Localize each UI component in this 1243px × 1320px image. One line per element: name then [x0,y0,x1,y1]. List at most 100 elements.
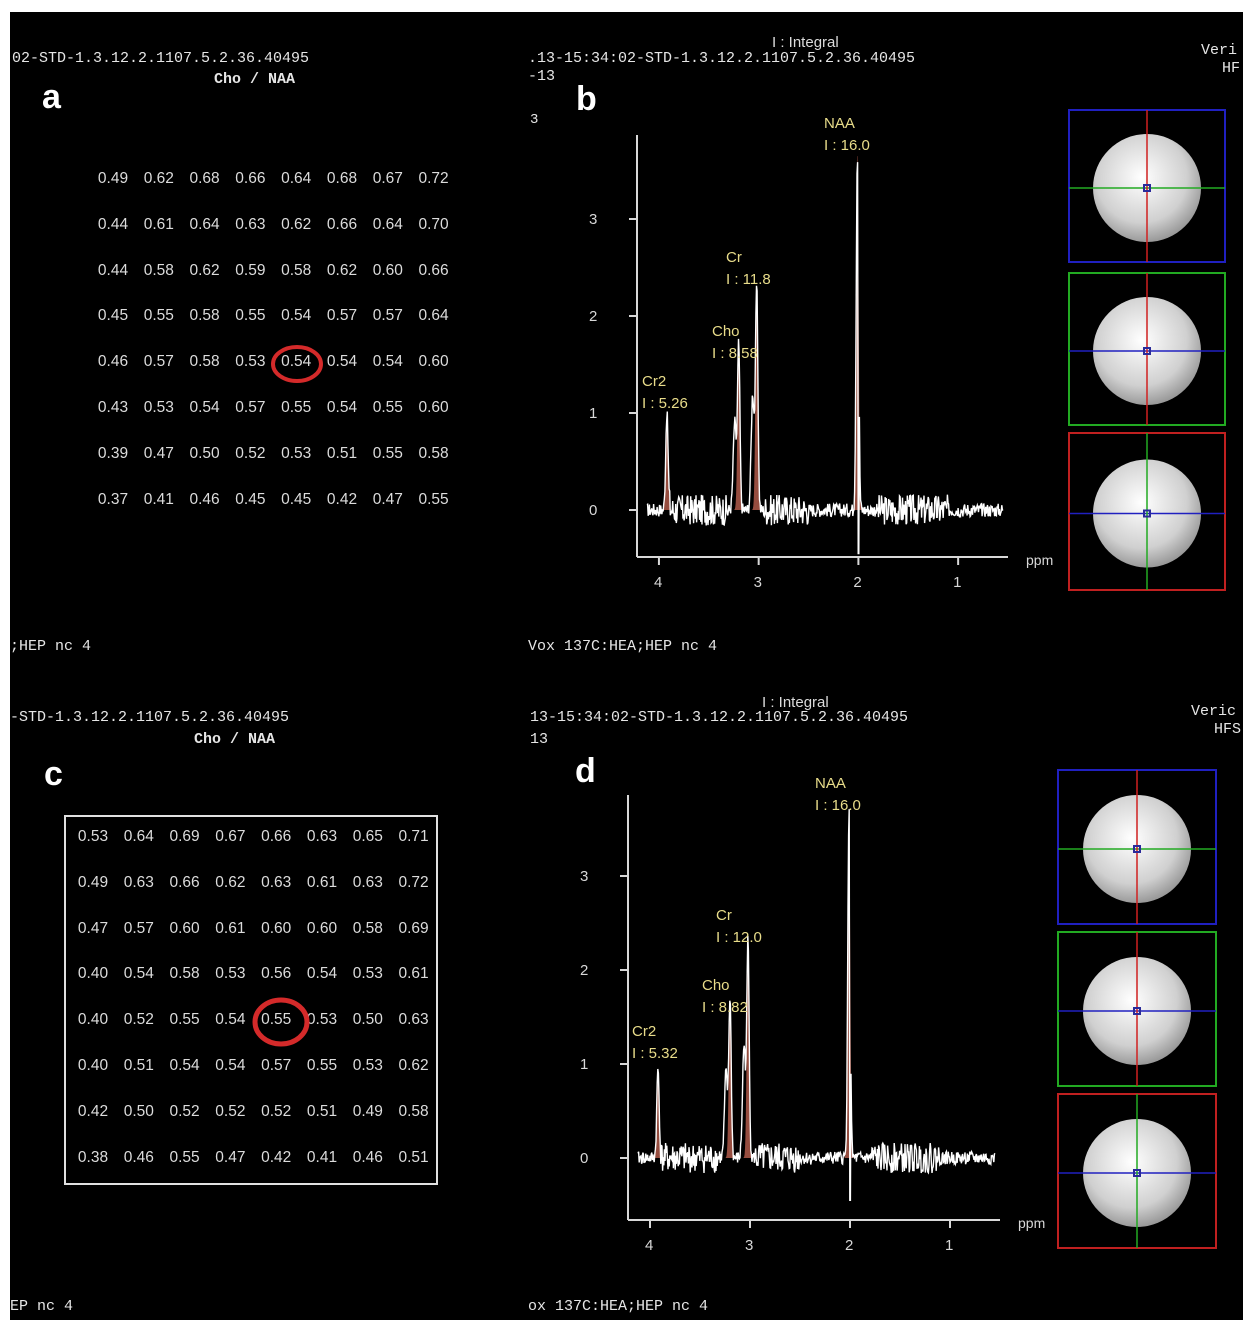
grid-cell: 0.46 [352,1148,383,1166]
peak-label-cr: Cr [726,249,742,266]
panel-d-header: 13-15:34:02-STD-1.3.12.2.1107.5.2.36.404… [530,709,909,726]
grid-cell: 0.63 [352,873,383,891]
grid-cell: 0.58 [189,353,220,371]
panel-b-right-text-2: HF [1222,60,1241,77]
grid-cell: 0.58 [189,307,220,325]
voxel-marker [1143,347,1151,355]
grid-cell: 0.60 [261,919,292,937]
grid-cell: 0.72 [398,873,429,891]
peak-fill-cr [751,290,762,510]
grid-cell: 0.57 [123,919,154,937]
grid-cell: 0.47 [372,490,403,508]
peak-label-cr2: Cr2 [632,1023,656,1040]
peak-label-naa: NAA [824,115,855,132]
peak-fill-cr2 [653,1069,663,1158]
grid-cell: 0.57 [261,1057,292,1074]
panel-d-integral-label: I : Integral [762,694,829,711]
panel-d-right-text-1: Veric [1191,703,1237,720]
grid-cell: 0.51 [326,444,358,462]
grid-cell: 0.54 [215,1057,246,1074]
panel-c-map-title: Cho / NAA [194,731,276,748]
spectrum-trace [646,162,1004,555]
grid-cell: 0.51 [398,1148,429,1166]
grid-cell: 0.59 [235,261,266,279]
peak-label-cho: Cho [712,323,740,340]
panel-d-footer: ox 137C:HEA;HEP nc 4 [528,1298,709,1315]
y-tick-label: 3 [589,211,597,228]
grid-cell: 0.42 [77,1102,109,1120]
grid-cell: 0.45 [97,307,129,325]
grid-cell: 0.60 [169,919,200,937]
grid-cell: 0.55 [281,399,312,416]
grid-cell: 0.60 [306,919,338,937]
grid-cell: 0.53 [143,399,174,416]
voxel-marker [1133,845,1141,853]
panel-d-header-2: 13 [530,731,549,748]
grid-cell: 0.58 [143,261,174,279]
panel-b-header-2: -13 [528,68,556,85]
grid-cell: 0.56 [261,965,292,983]
x-axis-unit: ppm [1018,1215,1045,1231]
grid-cell: 0.58 [281,261,312,279]
grid-cell: 0.42 [261,1148,292,1166]
peak-label-cho: Cho [702,977,730,994]
grid-cell: 0.52 [215,1102,246,1120]
peak-fill-cr [743,944,753,1158]
grid-cell: 0.60 [372,261,403,279]
grid-cell: 0.54 [215,1011,246,1029]
grid-cell: 0.54 [123,965,154,983]
peak-integral-naa: I : 16.0 [824,137,870,154]
panel-b-integral-label: I : Integral [772,34,839,51]
grid-cell: 0.41 [143,490,174,508]
y-tick-label: 0 [580,1150,588,1167]
grid-cell: 0.50 [123,1102,154,1120]
panel-b-corner-number: 3 [530,112,539,128]
peak-integral-cr: I : 12.0 [716,929,762,946]
panel-b-right-text-1: Veri [1201,42,1238,59]
grid-cell: 0.68 [189,170,220,187]
grid-cell: 0.40 [77,965,109,983]
grid-cell: 0.55 [372,399,403,416]
peak-integral-naa: I : 16.0 [815,797,861,814]
grid-cell: 0.64 [189,215,220,233]
grid-cell: 0.54 [372,353,403,371]
grid-cell: 0.44 [97,215,129,233]
grid-cell: 0.46 [189,490,220,508]
panel-b-footer: Vox 137C:HEA;HEP nc 4 [528,638,718,655]
grid-cell: 0.64 [123,828,154,845]
peak-integral-cho: I : 8.82 [702,999,748,1016]
grid-cell: 0.47 [143,444,174,462]
voxel-marker [1133,1007,1141,1015]
grid-cell: 0.54 [169,1057,200,1074]
peak-fill-cho [733,347,744,510]
peak-integral-cho: I : 8.58 [712,345,758,362]
x-tick-label: 4 [645,1237,653,1254]
grid-cell: 0.58 [398,1102,429,1120]
grid-cell: 0.47 [215,1148,246,1166]
grid-cell: 0.53 [77,828,109,845]
grid-cell: 0.44 [97,261,129,279]
x-tick-label: 4 [654,574,662,591]
figure-background [10,12,1243,1320]
x-tick-label: 2 [853,574,861,591]
panel-b-header: .13-15:34:02-STD-1.3.12.2.1107.5.2.36.40… [528,50,916,67]
panel-c-letter: c [44,755,63,793]
grid-cell: 0.46 [123,1148,154,1166]
grid-cell: 0.58 [352,919,383,937]
grid-cell: 0.66 [169,873,200,891]
grid-cell: 0.39 [97,444,129,462]
x-tick-label: 3 [745,1237,753,1254]
grid-cell: 0.38 [77,1148,109,1166]
panel-c-footer: EP nc 4 [10,1298,74,1315]
grid-cell: 0.51 [306,1102,338,1120]
grid-cell: 0.40 [77,1011,109,1029]
grid-cell: 0.62 [398,1057,429,1074]
grid-cell: 0.66 [261,828,292,845]
panel-a-header: 02-STD-1.3.12.2.1107.5.2.36.40495 [12,50,310,67]
grid-cell: 0.54 [281,307,312,325]
grid-cell: 0.61 [306,873,338,891]
grid-cell: 0.55 [372,444,403,462]
peak-label-cr: Cr [716,907,732,924]
